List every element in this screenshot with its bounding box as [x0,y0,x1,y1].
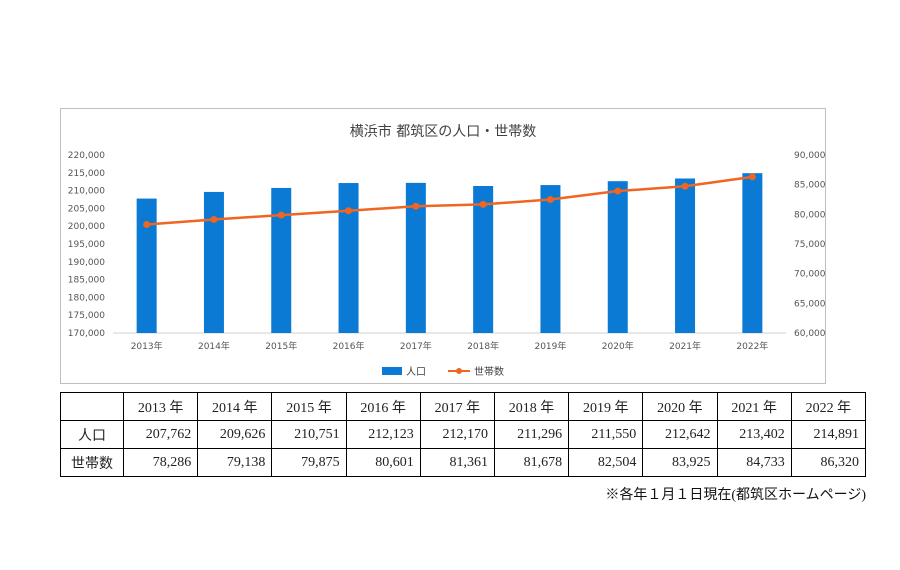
y-left-tick-label: 200,000 [68,222,105,232]
x-tick-label: 2018年 [467,340,499,352]
table-cell: 78,286 [122,448,199,477]
footnote: ※各年１月１日現在(都筑区ホームページ) [605,488,866,503]
legend-label-households: 世帯数 [474,367,504,378]
table-row-households: 世帯数 78,286 79,138 79,875 80,601 81,361 8… [60,448,867,477]
bar-population [405,182,426,333]
table-cell: 212,123 [345,420,421,449]
bar-population [742,173,763,333]
table-cell: 211,550 [568,420,644,449]
point-households [546,195,554,203]
row-label: 世帯数 [60,448,124,477]
table-cell: 214,891 [790,420,867,449]
point-households [210,215,218,223]
legend-item-population: 人口 [382,363,426,378]
y-left-tick-label: 180,000 [68,293,105,303]
y-right-tick-label: 60,000 [794,329,826,339]
y-left-tick-label: 205,000 [68,204,105,214]
y-right-tick-label: 75,000 [794,240,826,250]
x-tick-label: 2017年 [400,340,432,352]
table-cell: 81,678 [493,448,570,477]
table-header-cell: 2015 年 [271,392,347,421]
x-tick-label: 2019年 [534,340,566,352]
chart-legend: 人口 世帯数 [61,363,825,378]
x-tick-label: 2022年 [736,340,768,352]
legend-item-households: 世帯数 [448,363,504,378]
point-households [681,182,689,190]
bar-population [607,181,628,333]
population-household-chart: 220,000 215,000 210,000 205,000 200,000 195,0… [68,151,826,352]
table-row-population: 人口 207,762 209,626 210,751 212,123 212,1… [60,420,867,449]
legend-label-population: 人口 [406,367,426,378]
bar-population [271,187,292,333]
point-households [479,200,487,208]
legend-line-swatch [448,367,470,375]
y-right-tick-label: 90,000 [794,151,826,161]
point-households [412,202,420,210]
data-table: 2013 年 2014 年 2015 年 2016 年 2017 年 2018 … [60,392,867,477]
table-cell: 209,626 [197,420,273,449]
line-households [146,175,753,226]
y-left-tick-label: 195,000 [68,240,105,250]
x-tick-label: 2021年 [669,340,701,352]
x-tick-label: 2016年 [333,340,365,352]
table-cell: 212,170 [419,420,495,449]
y-left-tick-label: 220,000 [68,151,105,161]
table-cell: 79,875 [271,448,347,477]
y-right-tick-label: 80,000 [794,210,826,220]
table-header-row: 2013 年 2014 年 2015 年 2016 年 2017 年 2018 … [60,392,867,421]
chart-title: 横浜市 都筑区の人口・世帯数 [349,124,537,140]
x-tick-label: 2015年 [265,340,297,352]
point-households [748,173,756,181]
table-header-cell: 2021 年 [716,392,792,421]
table-cell: 210,751 [271,420,347,449]
table-cell: 213,402 [716,420,792,449]
bar-population [675,178,696,333]
table-cell: 207,762 [122,420,199,449]
bar-population [540,185,561,333]
table-header-cell: 2020 年 [642,392,718,421]
table-header-cell: 2018 年 [493,392,570,421]
x-tick-label: 2014年 [198,340,230,352]
table-header-cell: 2014 年 [197,392,273,421]
y-left-tick-label: 215,000 [68,169,105,179]
x-tick-label: 2013年 [131,340,163,352]
point-households [277,211,285,219]
bar-population [203,191,224,333]
table-cell: 212,642 [642,420,718,449]
table-cell: 79,138 [197,448,273,477]
y-left-tick-label: 190,000 [68,258,105,268]
bar-population [136,198,157,333]
bar-population [473,185,494,333]
point-households [143,221,151,229]
table-cell: 80,601 [345,448,421,477]
y-left-tick-label: 175,000 [68,311,105,321]
point-households [614,187,622,195]
table-header-cell: 2019 年 [568,392,644,421]
x-tick-label: 2020年 [602,340,634,352]
table-header-cell: 2017 年 [419,392,495,421]
table-cell: 211,296 [493,420,570,449]
table-cell: 81,361 [419,448,495,477]
y-right-tick-label: 70,000 [794,270,826,280]
y-right-tick-label: 85,000 [794,181,826,191]
table-cell: 82,504 [568,448,644,477]
y-left-tick-label: 210,000 [68,187,105,197]
table-cell: 86,320 [790,448,867,477]
row-label: 人口 [60,420,124,449]
table-corner-cell [60,392,124,421]
y-left-tick-label: 185,000 [68,276,105,286]
point-households [345,207,353,215]
table-header-cell: 2016 年 [345,392,421,421]
table-header-cell: 2013 年 [122,392,199,421]
legend-bar-swatch [382,366,402,375]
chart-frame: 横浜市 都筑区の人口・世帯数 220,000 215,000 210,000 205,… [60,108,826,384]
table-header-cell: 2022 年 [790,392,867,421]
table-cell: 83,925 [642,448,718,477]
y-left-tick-label: 170,000 [68,329,105,339]
y-right-tick-label: 65,000 [794,299,826,309]
table-cell: 84,733 [716,448,792,477]
bar-population [338,183,359,333]
